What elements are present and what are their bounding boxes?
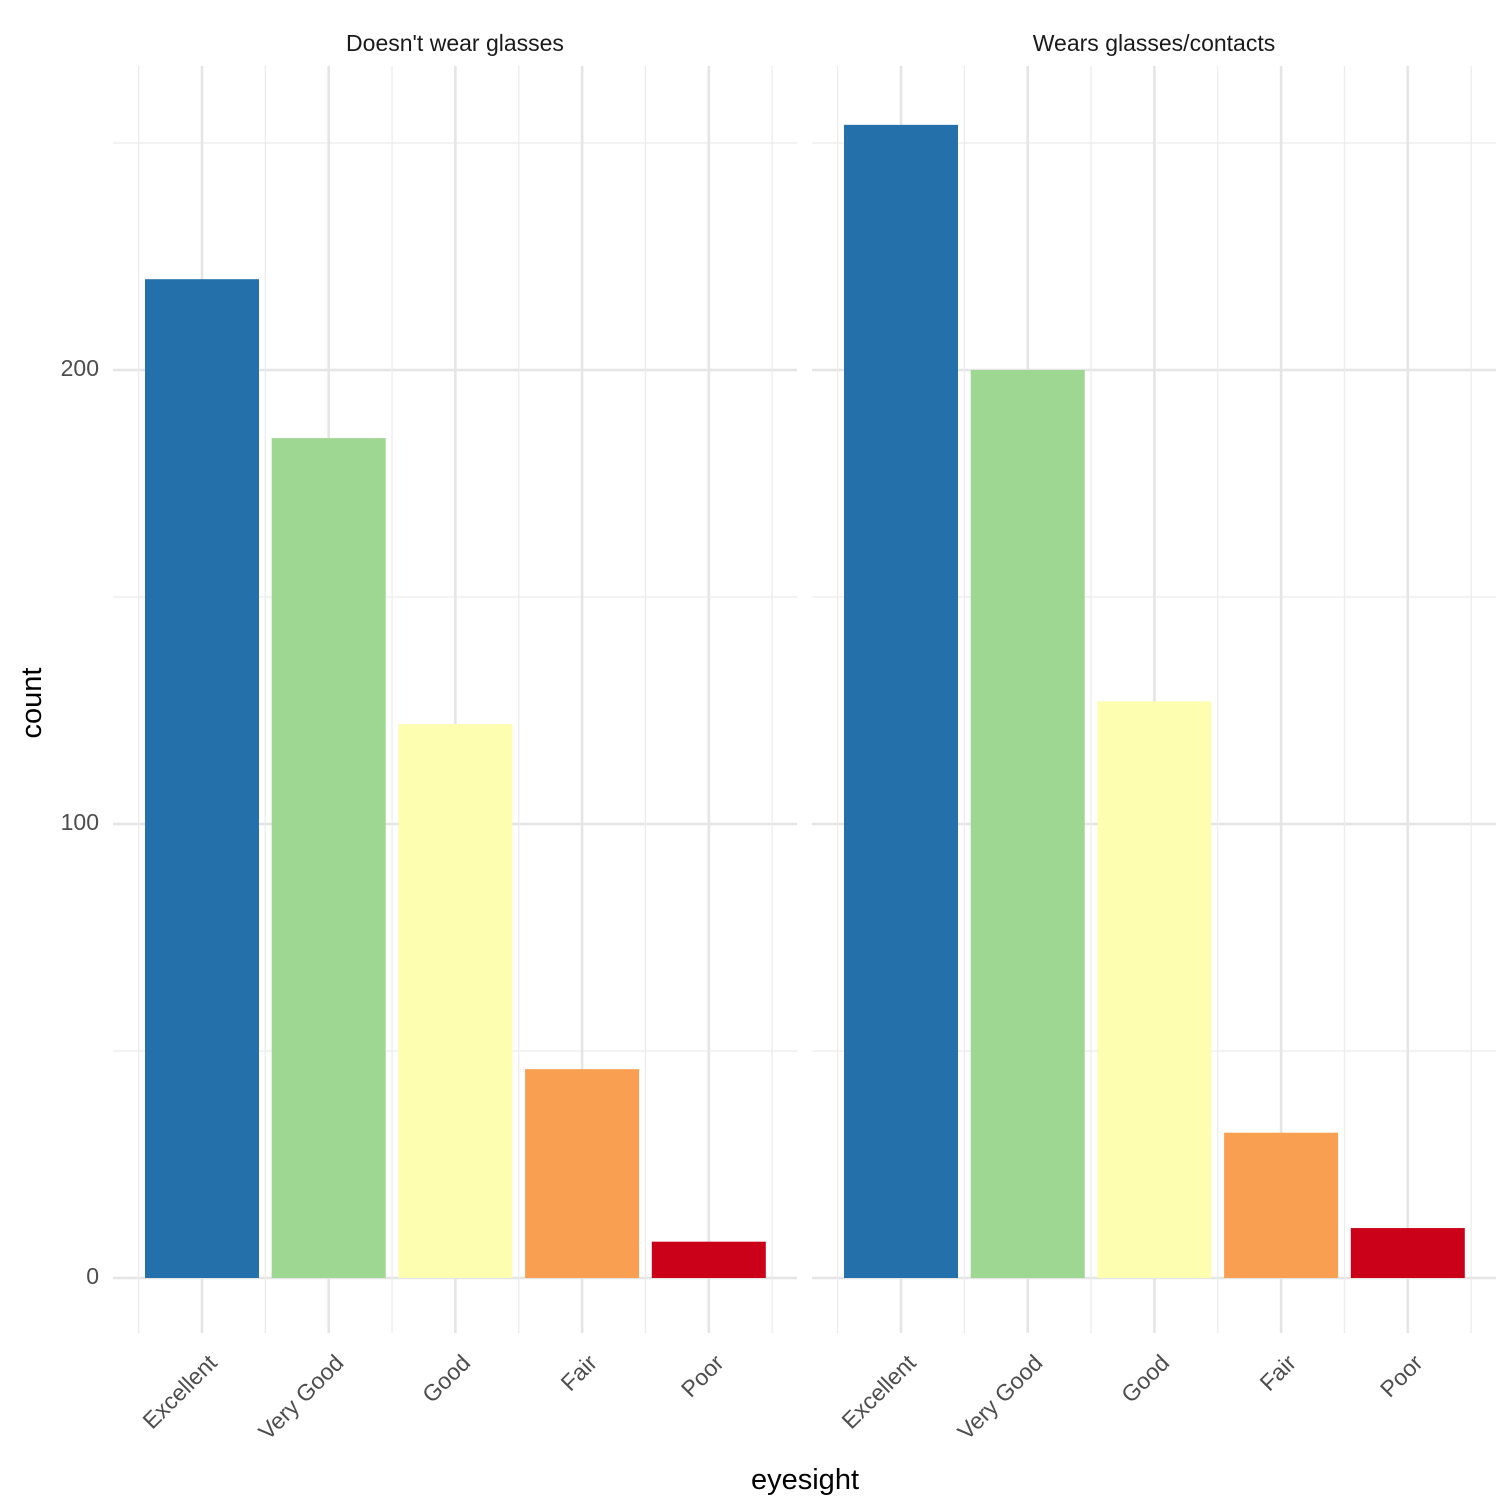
x-tick-label: Excellent bbox=[137, 1349, 222, 1434]
x-tick-label: Poor bbox=[1375, 1349, 1428, 1402]
x-tick-label: Good bbox=[1116, 1349, 1174, 1407]
bar bbox=[145, 279, 259, 1278]
bar bbox=[970, 370, 1085, 1278]
x-tick-label: Good bbox=[417, 1349, 475, 1407]
y-tick-label: 200 bbox=[61, 355, 99, 381]
bar bbox=[1224, 1132, 1339, 1278]
bar bbox=[271, 438, 386, 1279]
x-tick-label: Poor bbox=[676, 1349, 729, 1402]
x-tick-label: Very Good bbox=[952, 1349, 1047, 1444]
x-tick-label: Fair bbox=[556, 1349, 603, 1396]
facet-title: Wears glasses/contacts bbox=[1033, 30, 1275, 56]
bar bbox=[1350, 1228, 1465, 1278]
x-tick-label: Very Good bbox=[253, 1349, 348, 1444]
bar bbox=[398, 724, 513, 1278]
x-tick-label: Excellent bbox=[836, 1349, 921, 1434]
y-axis-title: count bbox=[16, 668, 48, 739]
facet-panel: Doesn't wear glasses Excellent Very Good Go… bbox=[113, 30, 797, 1445]
x-tick-label: Fair bbox=[1255, 1349, 1302, 1396]
facet-title: Doesn't wear glasses bbox=[346, 30, 564, 56]
bar bbox=[1097, 701, 1212, 1278]
chart-panels: Doesn't wear glasses Excellent Very Good Go… bbox=[61, 30, 1496, 1445]
bar bbox=[844, 124, 958, 1279]
facet-panel: Wears glasses/contacts Excellent Very Good… bbox=[812, 30, 1496, 1445]
bar bbox=[651, 1241, 766, 1278]
bar bbox=[525, 1069, 640, 1278]
y-tick-label: 0 bbox=[86, 1263, 99, 1289]
x-axis-title: eyesight bbox=[751, 1464, 859, 1496]
y-tick-label: 100 bbox=[61, 809, 99, 835]
